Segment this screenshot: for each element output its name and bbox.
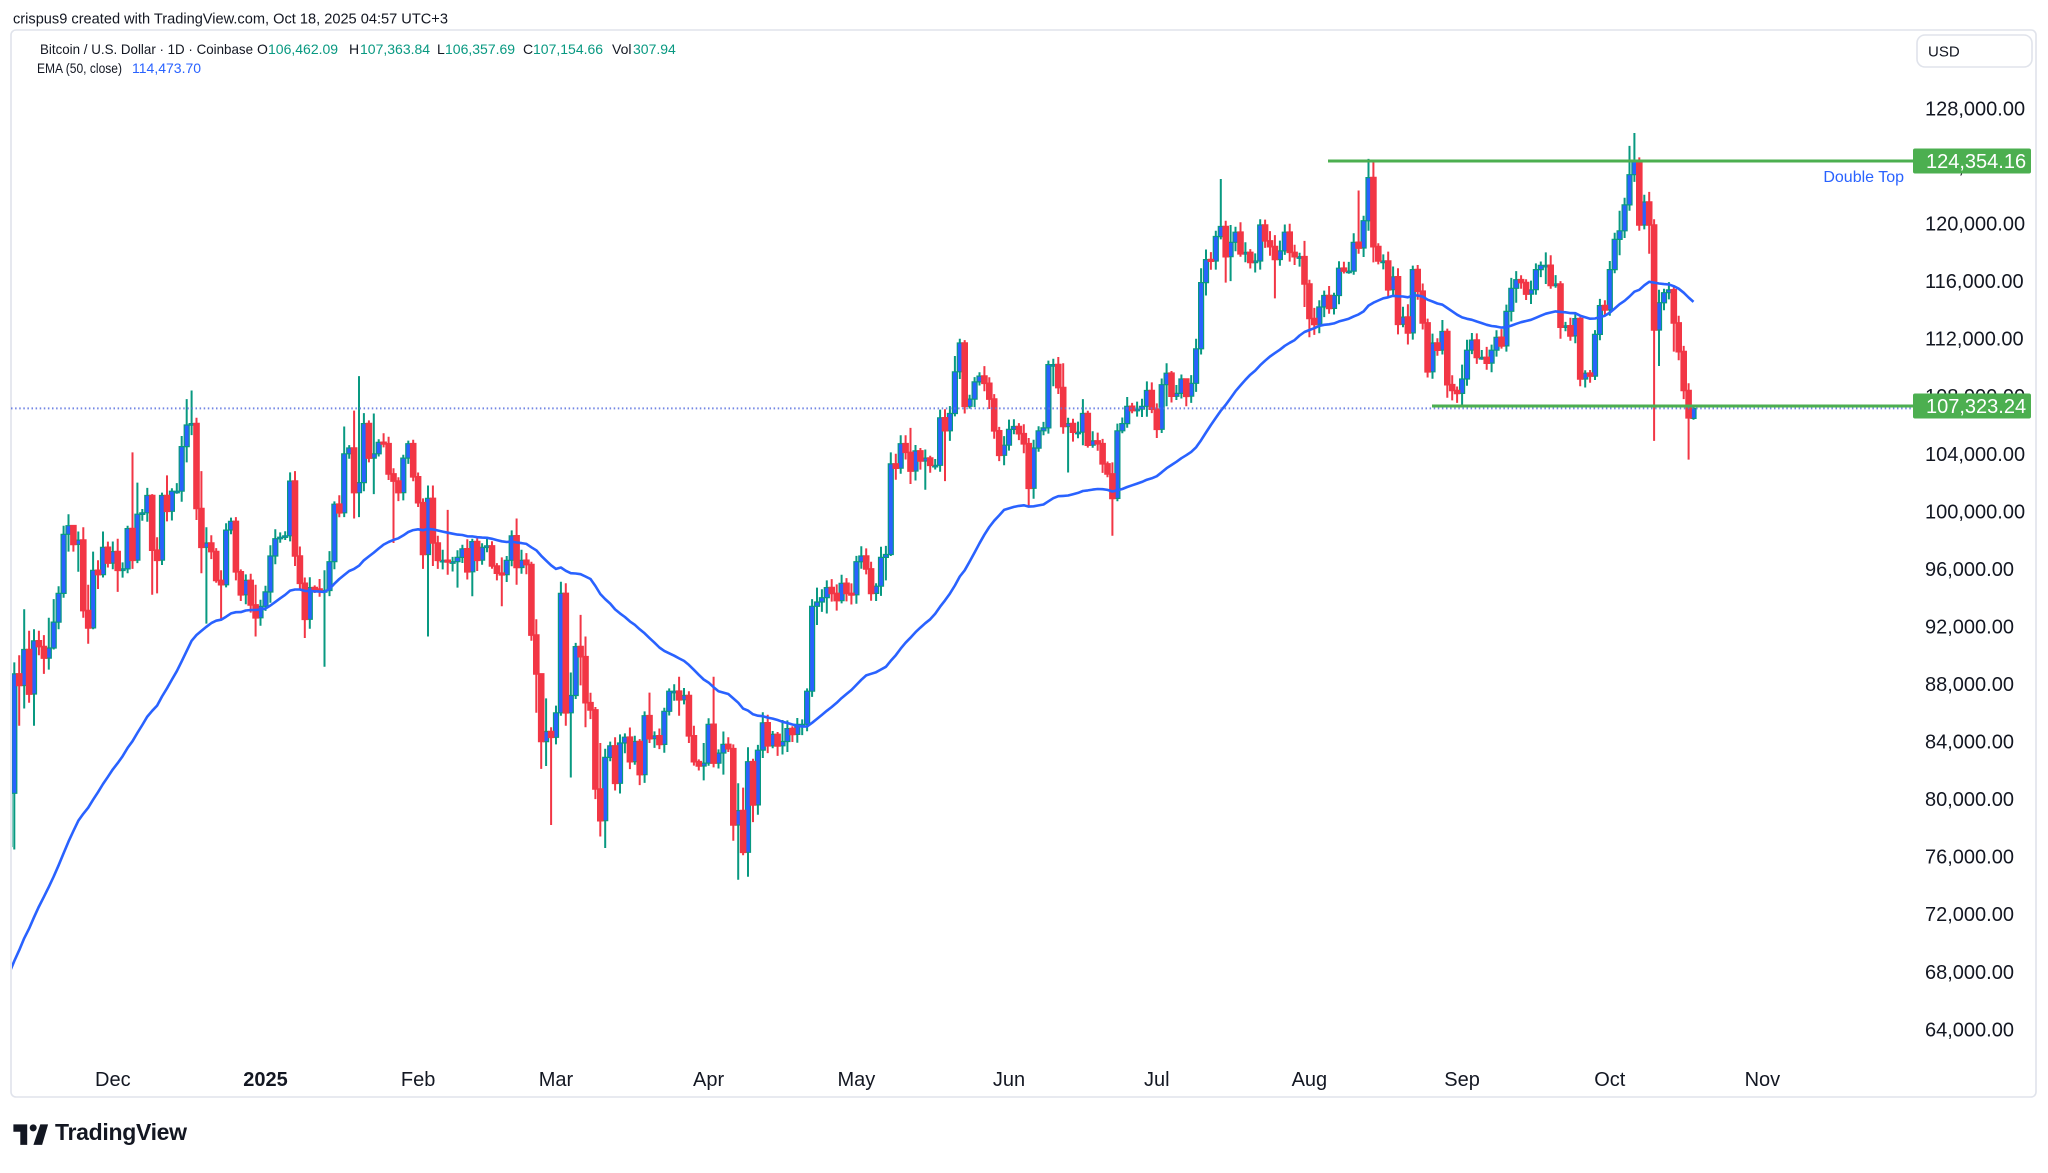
svg-text:107,323.24: 107,323.24 [1926,396,2026,418]
svg-text:L: L [437,41,445,57]
svg-text:84,000.00: 84,000.00 [1925,732,2014,754]
svg-text:72,000.00: 72,000.00 [1925,904,2014,926]
svg-text:107,363.84: 107,363.84 [360,41,430,57]
svg-text:307.94: 307.94 [633,41,676,57]
svg-text:Aug: Aug [1292,1069,1328,1091]
svg-text:107,154.66: 107,154.66 [533,41,603,57]
svg-text:Double Top: Double Top [1823,169,1904,186]
svg-text:Mar: Mar [539,1069,574,1091]
svg-text:USD: USD [1928,44,1960,61]
svg-text:Bitcoin / U.S. Dollar · 1D · C: Bitcoin / U.S. Dollar · 1D · Coinbase [40,41,253,57]
svg-text:104,000.00: 104,000.00 [1925,444,2025,466]
svg-text:124,354.16: 124,354.16 [1926,151,2026,173]
svg-text:Apr: Apr [693,1069,724,1091]
svg-text:112,000.00: 112,000.00 [1925,329,2024,351]
svg-text:crispus9 created with TradingV: crispus9 created with TradingView.com, O… [13,12,448,28]
svg-text:EMA (50, close): EMA (50, close) [37,60,122,76]
svg-text:80,000.00: 80,000.00 [1925,789,2014,811]
svg-text:2025: 2025 [243,1069,288,1091]
svg-text:128,000.00: 128,000.00 [1925,99,2025,121]
svg-text:TradingView: TradingView [55,1119,187,1145]
svg-text:Jul: Jul [1144,1069,1170,1091]
svg-text:76,000.00: 76,000.00 [1925,847,2014,869]
svg-text:114,473.70: 114,473.70 [132,60,201,76]
svg-text:106,462.09: 106,462.09 [268,41,338,57]
svg-text:C: C [523,41,533,57]
svg-text:120,000.00: 120,000.00 [1925,214,2025,236]
svg-text:96,000.00: 96,000.00 [1925,559,2014,581]
svg-text:Sep: Sep [1444,1069,1480,1091]
svg-text:64,000.00: 64,000.00 [1925,1019,2014,1041]
svg-text:H: H [349,41,359,57]
svg-text:100,000.00: 100,000.00 [1925,501,2025,523]
svg-text:O: O [257,41,268,57]
svg-text:May: May [838,1069,876,1091]
svg-text:Oct: Oct [1594,1069,1626,1091]
svg-text:68,000.00: 68,000.00 [1925,962,2014,984]
svg-text:106,357.69: 106,357.69 [445,41,515,57]
svg-text:88,000.00: 88,000.00 [1925,674,2014,696]
svg-text:Dec: Dec [95,1069,131,1091]
svg-text:92,000.00: 92,000.00 [1925,616,2014,638]
svg-text:Feb: Feb [401,1069,435,1091]
svg-text:Vol: Vol [612,41,631,57]
svg-text:Jun: Jun [993,1069,1025,1091]
svg-text:Nov: Nov [1745,1069,1781,1091]
svg-text:116,000.00: 116,000.00 [1925,271,2024,293]
